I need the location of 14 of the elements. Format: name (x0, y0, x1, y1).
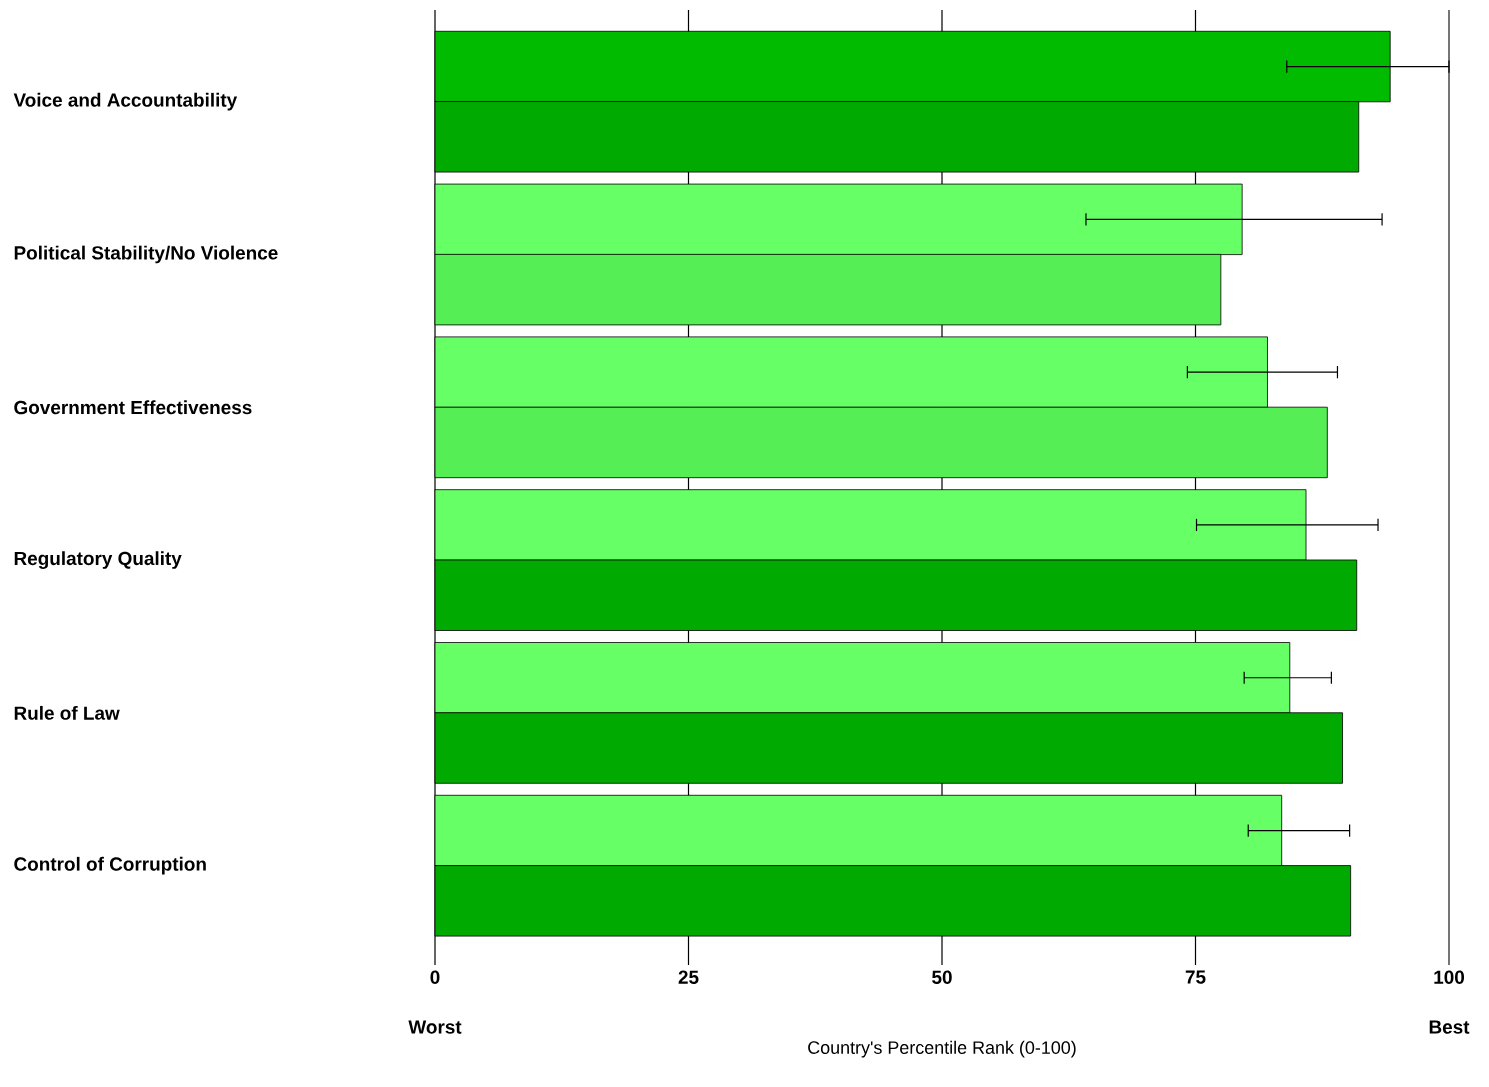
text: Worst (408, 1020, 462, 1034)
x-tick-label: 0 (430, 970, 440, 984)
y-tick-label: Political Stability/No Violence (14, 245, 278, 264)
x-tick-label: 75 (1185, 970, 1206, 984)
x-tick-label: 50 (932, 970, 952, 984)
x-axis-title: Country's Percentile Rank (0-100) (808, 1040, 1076, 1058)
x-tick-label: 100 (1434, 970, 1465, 984)
x-tick-label: 25 (678, 970, 699, 984)
y-tick-label: Regulatory Quality (14, 551, 182, 569)
y-tick-label: Control of Corruption (14, 856, 206, 875)
y-tick-label: Voice and Accountability (13, 92, 238, 111)
text: Best (1429, 1020, 1470, 1034)
y-tick-label: Government Effectiveness (14, 400, 252, 415)
y-tick-label: Rule of Law (14, 705, 120, 720)
